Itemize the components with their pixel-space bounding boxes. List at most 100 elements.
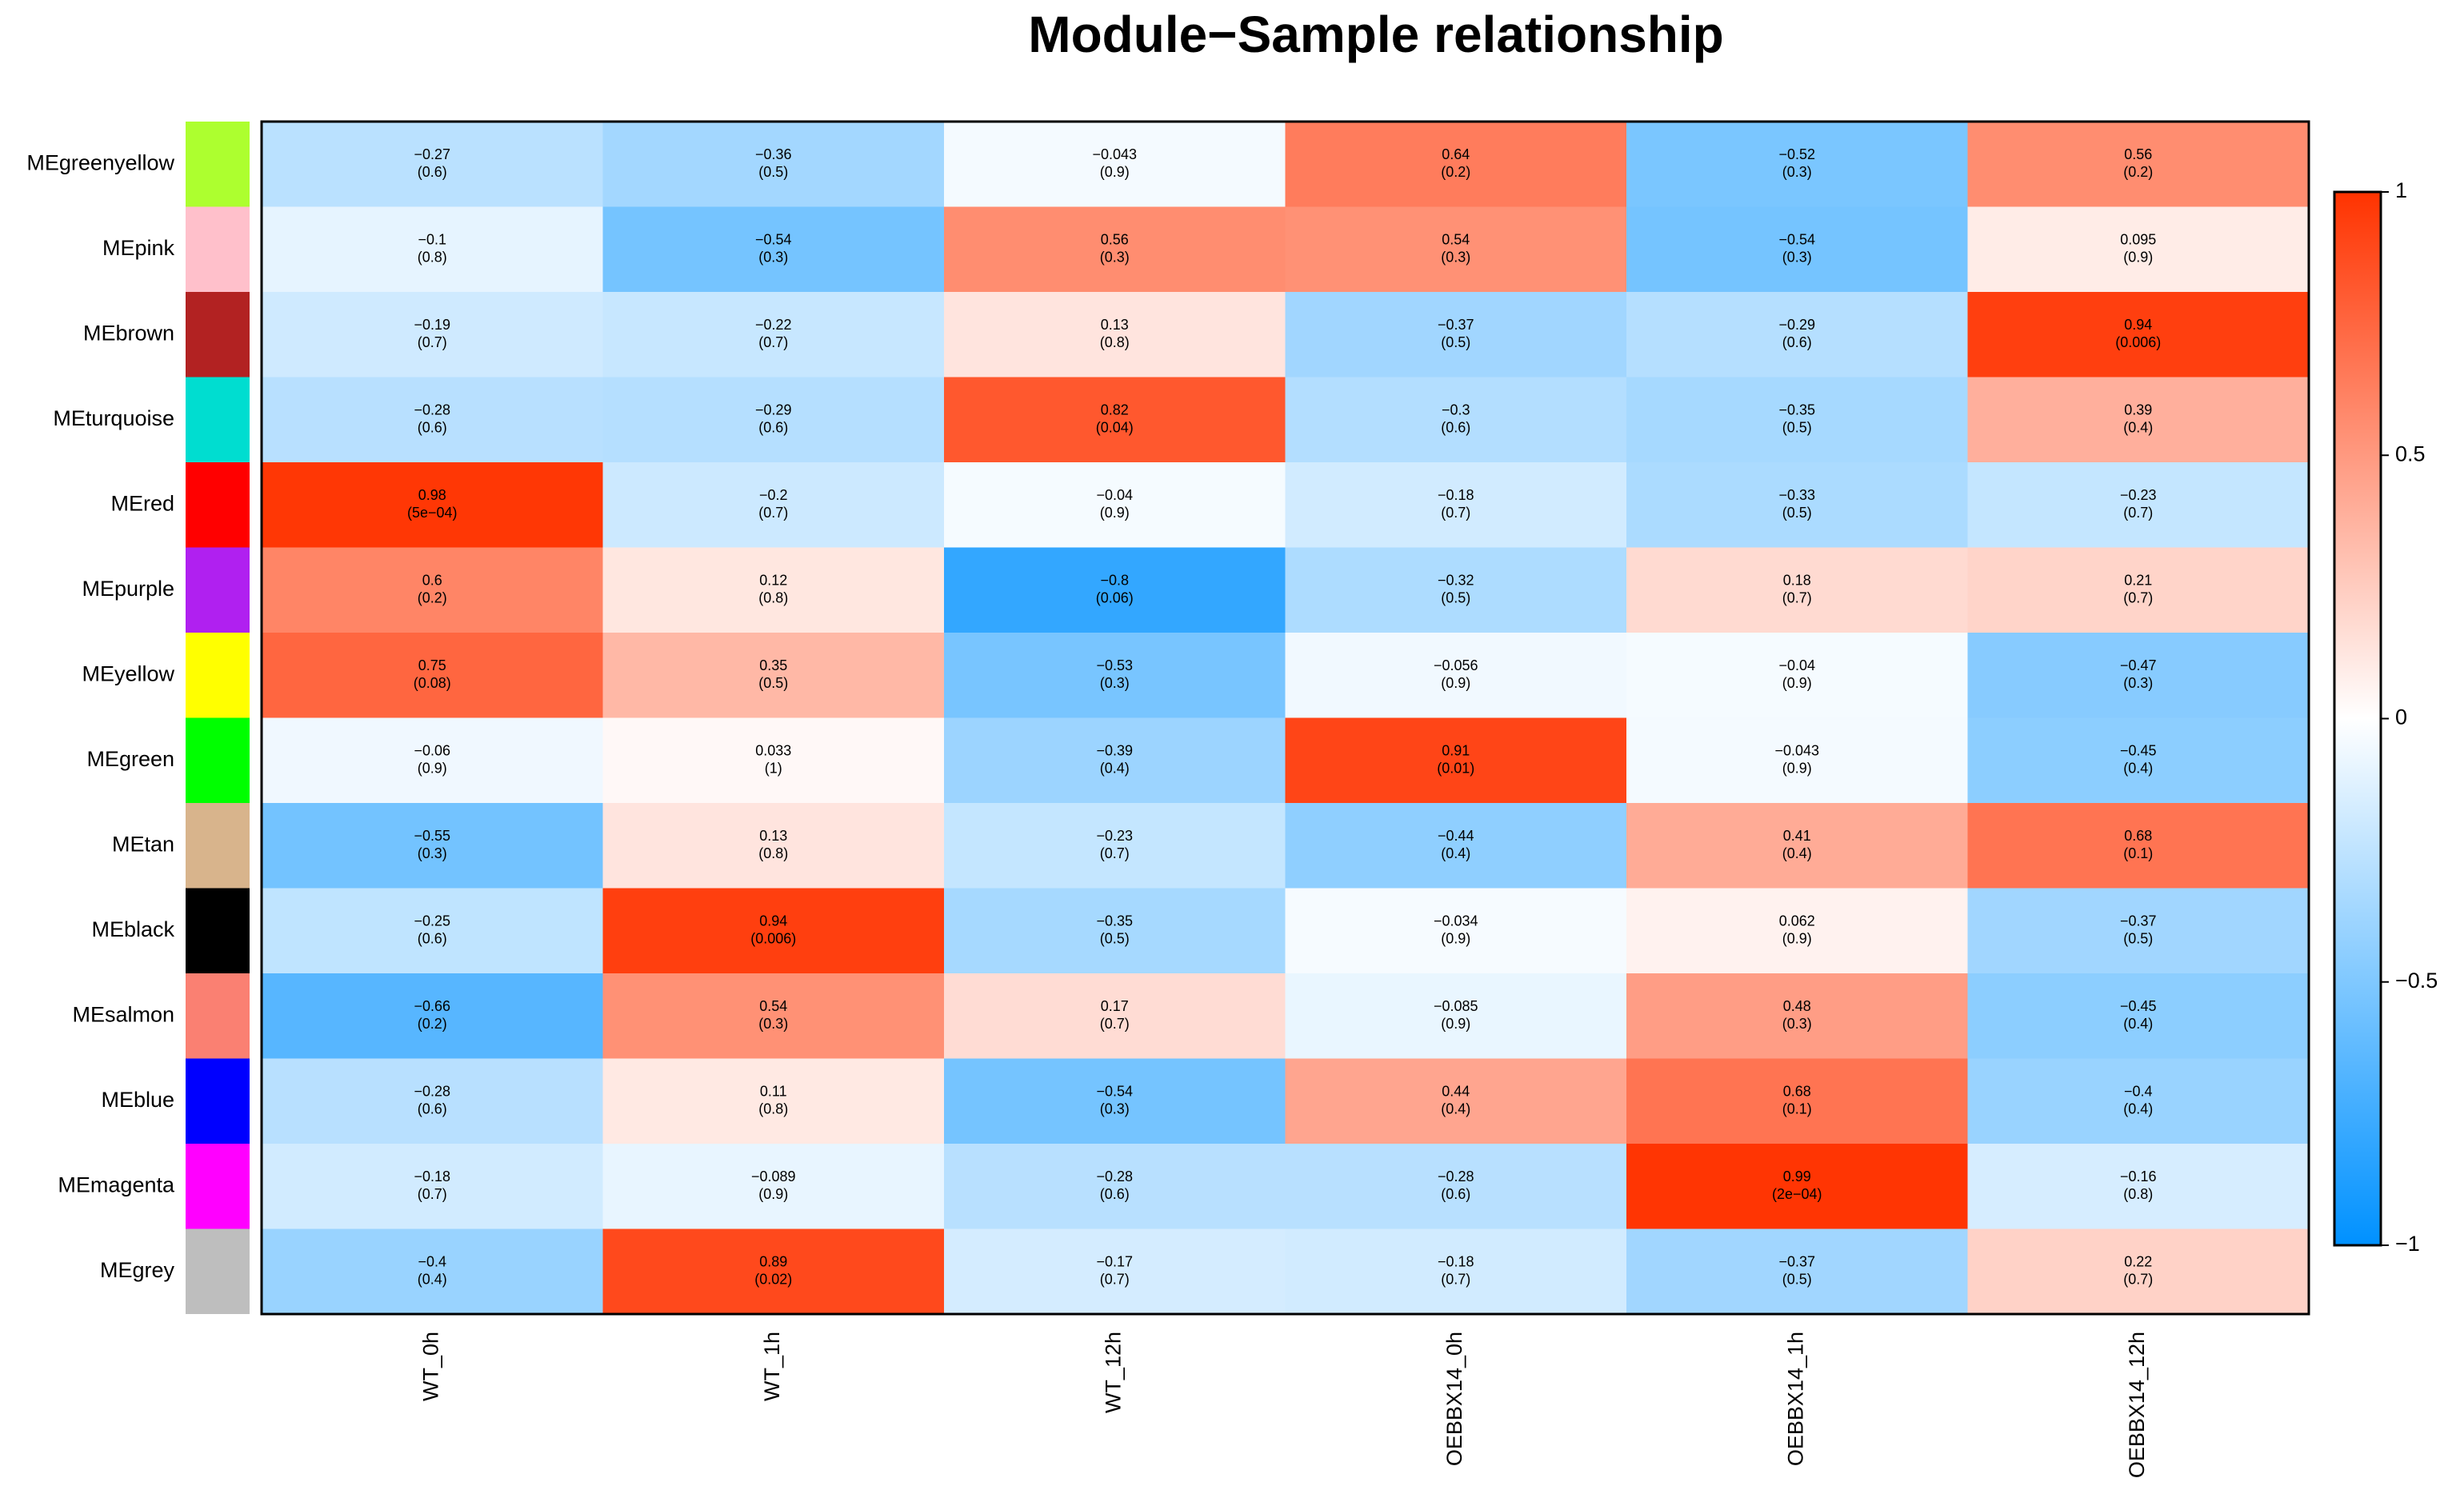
- heatmap-cell: [1626, 1228, 1968, 1315]
- heatmap-cell: [1285, 462, 1627, 548]
- cell-value-label: −0.36: [755, 146, 792, 162]
- heatmap-cell: [1285, 1058, 1627, 1144]
- cell-pvalue-label: (0.5): [1441, 590, 1470, 606]
- heatmap-cell: [1626, 973, 1968, 1059]
- cell-pvalue-label: (0.8): [2123, 1186, 2153, 1202]
- cell-value-label: 0.94: [2124, 317, 2152, 333]
- heatmap-cell: [944, 462, 1286, 548]
- column-label: WT_1h: [760, 1332, 784, 1401]
- cell-pvalue-label: (1): [765, 761, 782, 777]
- cell-value-label: 0.56: [2124, 146, 2152, 162]
- cell-value-label: −0.47: [2120, 657, 2157, 673]
- cell-value-label: −0.39: [1096, 743, 1133, 759]
- heatmap-cell: [1285, 973, 1627, 1059]
- row-label: MEgrey: [100, 1258, 175, 1282]
- cell-pvalue-label: (0.06): [1096, 590, 1134, 606]
- cell-pvalue-label: (0.7): [758, 334, 788, 350]
- heatmap-cell: [1285, 547, 1627, 633]
- cell-pvalue-label: (0.9): [1782, 675, 1812, 691]
- cell-value-label: −0.27: [414, 146, 450, 162]
- cell-value-label: 0.89: [759, 1254, 787, 1270]
- cell-pvalue-label: (0.9): [1441, 675, 1470, 691]
- cell-value-label: 0.17: [1101, 998, 1129, 1014]
- column-label: OEBBX14_12h: [2125, 1332, 2149, 1478]
- cell-pvalue-label: (0.8): [758, 590, 788, 606]
- cell-value-label: −0.3: [1442, 402, 1470, 418]
- cell-pvalue-label: (0.3): [1100, 1101, 1130, 1117]
- heatmap-cell: [1285, 1144, 1627, 1229]
- cell-value-label: −0.35: [1778, 402, 1815, 418]
- cell-pvalue-label: (0.6): [418, 1101, 447, 1117]
- heatmap-cell: [602, 377, 945, 463]
- column-label: WT_0h: [418, 1332, 442, 1401]
- heatmap-cell: [1967, 377, 2310, 463]
- cell-value-label: 0.94: [759, 913, 787, 929]
- heatmap-cell: [1285, 122, 1627, 207]
- cell-value-label: −0.37: [1778, 1254, 1815, 1270]
- cell-pvalue-label: (0.9): [2123, 250, 2153, 266]
- module-swatch: [186, 462, 250, 548]
- cell-pvalue-label: (0.9): [418, 761, 447, 777]
- cell-pvalue-label: (0.04): [1096, 420, 1134, 436]
- cell-pvalue-label: (0.5): [758, 164, 788, 180]
- cell-value-label: 0.68: [1783, 1084, 1811, 1100]
- cell-pvalue-label: (0.7): [2123, 1272, 2153, 1288]
- heatmap-cell: [262, 1228, 603, 1315]
- cell-pvalue-label: (0.5): [1441, 334, 1470, 350]
- colorbar-tick-label: −0.5: [2395, 969, 2438, 993]
- heatmap-cell: [262, 888, 603, 974]
- cell-pvalue-label: (0.7): [418, 1186, 447, 1202]
- cell-pvalue-label: (0.5): [2123, 931, 2153, 947]
- row-label: MEblue: [101, 1088, 174, 1112]
- cell-value-label: −0.53: [1096, 657, 1133, 673]
- cell-value-label: 0.095: [2120, 232, 2156, 248]
- cell-value-label: −0.29: [1778, 317, 1815, 333]
- row-label: MEblack: [91, 917, 174, 941]
- cell-value-label: 0.13: [759, 828, 787, 844]
- heatmap-cell: [944, 547, 1286, 633]
- heatmap-cell: [944, 292, 1286, 377]
- heatmap-cell: [944, 717, 1286, 804]
- heatmap-cell: [262, 377, 603, 463]
- heatmap-cell: [944, 633, 1286, 718]
- heatmap-cell: [1967, 292, 2310, 377]
- cell-pvalue-label: (0.006): [2115, 334, 2161, 350]
- heatmap-cell: [602, 1058, 945, 1144]
- heatmap-cell: [602, 973, 945, 1059]
- cell-value-label: −0.23: [2120, 487, 2157, 503]
- heatmap-cell: [1285, 206, 1627, 293]
- cell-value-label: −0.66: [414, 998, 450, 1014]
- module-swatch: [186, 1228, 250, 1314]
- cell-value-label: −0.45: [2120, 998, 2157, 1014]
- cell-pvalue-label: (0.7): [2123, 505, 2153, 521]
- heatmap-cell: [1626, 547, 1968, 633]
- cell-pvalue-label: (0.6): [758, 420, 788, 436]
- cell-pvalue-label: (0.3): [758, 1016, 788, 1032]
- heatmap-cell: [1967, 1228, 2310, 1315]
- heatmap-cell: [944, 1058, 1286, 1144]
- row-label: MEsalmon: [72, 1002, 174, 1026]
- row-label: MEpink: [102, 236, 175, 260]
- heatmap-cell: [602, 803, 945, 889]
- row-label: MEturquoise: [53, 406, 174, 430]
- colorbar-tick-label: 0.5: [2395, 441, 2426, 465]
- cell-pvalue-label: (0.4): [1782, 845, 1812, 861]
- column-label: WT_12h: [1101, 1332, 1125, 1413]
- cell-value-label: −0.18: [1438, 487, 1474, 503]
- row-label: MEtan: [112, 832, 174, 856]
- heatmap-cell: [1967, 717, 2310, 804]
- cell-pvalue-label: (0.2): [2123, 164, 2153, 180]
- cell-pvalue-label: (0.6): [418, 931, 447, 947]
- heatmap-cell: [262, 206, 603, 293]
- cell-value-label: −0.4: [418, 1254, 446, 1270]
- cell-pvalue-label: (0.1): [1782, 1101, 1812, 1117]
- cell-pvalue-label: (0.9): [758, 1186, 788, 1202]
- heatmap-cell: [1626, 1058, 1968, 1144]
- row-label: MEpurple: [82, 577, 174, 601]
- column-label: OEBBX14_1h: [1783, 1332, 1807, 1466]
- cell-pvalue-label: (0.8): [758, 1101, 788, 1117]
- chart-title: Module−Sample relationship: [1028, 6, 1724, 63]
- heatmap-cell: [262, 292, 603, 377]
- heatmap-cell: [1967, 547, 2310, 633]
